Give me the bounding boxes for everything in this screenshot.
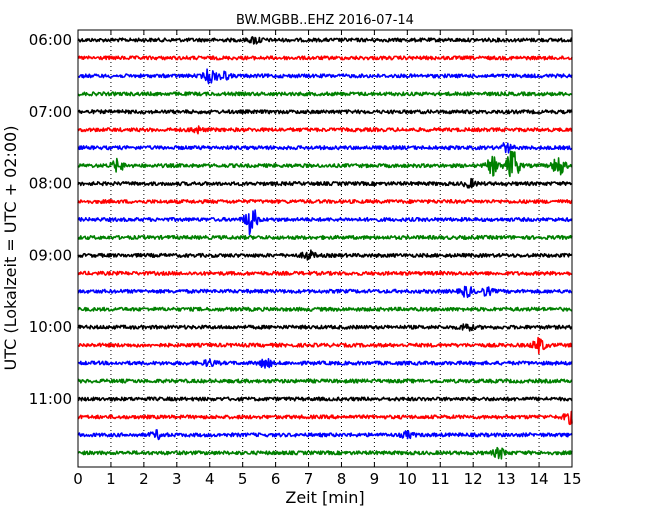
x-tick-label: 8 [337,470,347,488]
trace-line [77,378,573,384]
trace-line [77,249,573,261]
trace-line [77,68,573,85]
x-tick-label: 6 [271,470,281,488]
trace-line [77,410,573,426]
y-tick-label: 11:00 [29,390,72,408]
y-axis-label: UTC (Lokalzeit = UTC + 02:00) [1,126,20,371]
traces [77,36,573,460]
trace-line [77,306,573,312]
y-tick-label: 06:00 [29,31,72,49]
trace-line [77,446,573,460]
trace-line [77,36,573,45]
grid [110,30,540,467]
x-tick-label: 9 [370,470,380,488]
trace-line [77,336,573,355]
trace-line [77,150,573,178]
trace-line [77,234,573,240]
y-tick-label: 07:00 [29,103,72,121]
trace-line [77,396,573,402]
x-axis-label: Zeit [min] [285,488,364,507]
trace-line [77,177,573,189]
trace-line [77,285,573,299]
trace-line [77,109,573,115]
x-tick-label: 3 [172,470,182,488]
x-tick-label: 14 [530,470,549,488]
plot-frame [77,29,573,468]
x-tick-label: 2 [139,470,149,488]
x-tick-label: 15 [562,470,581,488]
x-tick-label: 13 [497,470,516,488]
trace-line [77,429,573,441]
x-tick-label: 4 [205,470,215,488]
x-tick-label: 10 [398,470,417,488]
trace-line [77,199,573,205]
trace-line [77,142,573,154]
x-axis: 0 1 2 3 4 5 6 7 8 9 10 11 12 13 14 15 [73,30,582,488]
y-tick-label: 10:00 [29,318,72,336]
trace-line [77,323,573,332]
trace-line [77,91,573,97]
y-axis: 06:00 07:00 08:00 09:00 10:00 11:00 [29,31,572,408]
x-tick-label: 0 [73,470,83,488]
x-tick-label: 11 [431,470,450,488]
x-tick-label: 7 [304,470,314,488]
trace-line [77,357,573,369]
trace-line [77,55,573,61]
chart-title: BW.MGBB..EHZ 2016-07-14 [236,13,414,28]
x-tick-label: 5 [238,470,248,488]
trace-line [77,125,573,135]
x-tick-label: 12 [464,470,483,488]
y-tick-label: 09:00 [29,246,72,264]
x-tick-label: 1 [106,470,116,488]
trace-line [77,209,573,236]
y-tick-label: 08:00 [29,175,72,193]
trace-line [77,270,573,276]
